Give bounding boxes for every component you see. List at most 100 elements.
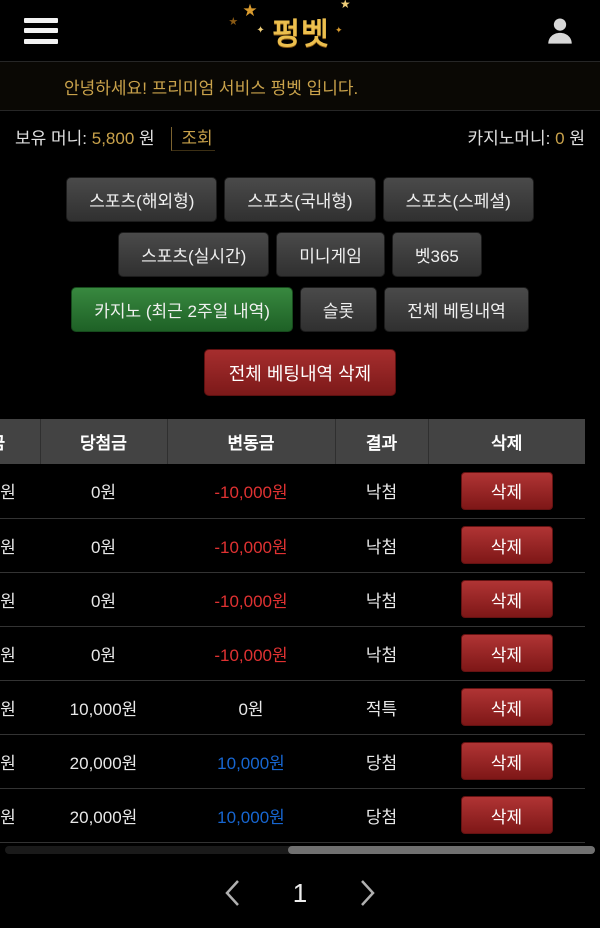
table-header-row: 베팅금 당첨금 변동금 결과 삭제 xyxy=(0,419,585,464)
win-cell: 0원 xyxy=(40,572,167,627)
top-bar: ★ ✦ ★ ✦ ★ 펑벳 xyxy=(0,0,600,62)
all-betting-history-button[interactable]: 전체 베팅내역 xyxy=(384,287,529,332)
col-change-amount: 변동금 xyxy=(166,419,335,464)
delete-row-button[interactable]: 삭제 xyxy=(460,526,553,564)
change-cell: -10,000원 xyxy=(167,464,335,519)
win-cell: 0원 xyxy=(40,464,167,519)
table-row: 10,000원 0원 -10,000원 낙첨 삭제 xyxy=(0,518,585,573)
welcome-text: 안녕하세요! 프리미엄 서비스 펑벳 입니다. xyxy=(64,78,359,98)
minigame-button[interactable]: 미니게임 xyxy=(276,232,385,277)
delete-row-button[interactable]: 삭제 xyxy=(460,580,553,618)
betting-history-table-viewport[interactable]: 베팅금 당첨금 변동금 결과 삭제 10,000원 0원 -10,000원 낙첨… xyxy=(0,419,585,843)
bet-cell: 10,000원 xyxy=(0,680,40,735)
table-row: 10,000원 20,000원 10,000원 당첨 삭제 xyxy=(0,734,585,789)
sports-live-button[interactable]: 스포츠(실시간) xyxy=(118,232,270,277)
hamburger-menu-icon[interactable] xyxy=(24,17,58,44)
result-cell: 당첨 xyxy=(335,734,428,789)
prev-page-icon[interactable] xyxy=(224,879,241,907)
casino-history-button[interactable]: 카지노 (최근 2주일 내역) xyxy=(71,287,293,332)
bet-cell: 10,000원 xyxy=(0,464,40,519)
bet-cell: 10,000원 xyxy=(0,734,40,789)
site-logo[interactable]: ★ ✦ ★ ✦ ★ 펑벳 xyxy=(228,0,350,53)
result-cell: 낙첨 xyxy=(335,518,428,573)
win-cell: 10,000원 xyxy=(40,680,167,735)
star-icon: ★ xyxy=(242,0,259,20)
delete-cell: 삭제 xyxy=(428,680,585,735)
table-row: 10,000원 10,000원 0원 적특 삭제 xyxy=(0,680,585,735)
win-cell: 20,000원 xyxy=(40,788,167,843)
change-value: 10,000원 xyxy=(217,753,285,773)
result-cell: 낙첨 xyxy=(335,572,428,627)
user-profile-icon[interactable] xyxy=(544,14,576,48)
sports-domestic-button[interactable]: 스포츠(국내형) xyxy=(224,177,376,222)
change-value: 10,000원 xyxy=(217,807,285,827)
bet365-button[interactable]: 벳365 xyxy=(391,232,482,277)
sports-special-button[interactable]: 스포츠(스페셜) xyxy=(382,177,534,222)
delete-row-button[interactable]: 삭제 xyxy=(460,471,553,510)
slot-button[interactable]: 슬롯 xyxy=(299,287,378,332)
delete-row-button[interactable]: 삭제 xyxy=(460,796,553,834)
change-value: -10,000원 xyxy=(214,483,288,503)
delete-all-wrap: 전체 베팅내역 삭제 xyxy=(0,349,600,396)
win-cell: 20,000원 xyxy=(40,734,167,789)
menu-row-3: 카지노 (최근 2주일 내역) 슬롯 전체 베팅내역 xyxy=(0,287,600,332)
change-value: -10,000원 xyxy=(214,591,288,611)
logo-text: 펑벳 xyxy=(272,17,330,51)
menu-row-1: 스포츠(해외형) 스포츠(국내형) 스포츠(스페셜) xyxy=(0,177,600,222)
col-result: 결과 xyxy=(334,419,428,464)
win-cell: 0원 xyxy=(40,626,167,681)
result-cell: 낙첨 xyxy=(335,626,428,681)
held-money-amount: 5,800 xyxy=(91,128,135,148)
col-bet-amount: 베팅금 xyxy=(0,419,40,464)
held-money-unit: 원 xyxy=(139,128,155,148)
table-row: 10,000원 0원 -10,000원 낙첨 삭제 xyxy=(0,464,585,519)
inquiry-link[interactable]: 조회 xyxy=(171,126,215,151)
horizontal-scrollbar-thumb[interactable] xyxy=(288,845,595,854)
result-cell: 낙첨 xyxy=(335,464,428,519)
table-row: 10,000원 0원 -10,000원 낙첨 삭제 xyxy=(0,626,585,681)
delete-cell: 삭제 xyxy=(428,626,585,681)
sports-overseas-button[interactable]: 스포츠(해외형) xyxy=(66,177,218,222)
delete-row-button[interactable]: 삭제 xyxy=(460,742,553,780)
result-cell: 적특 xyxy=(335,680,428,735)
change-cell: 10,000원 xyxy=(167,734,335,789)
table-row: 10,000원 20,000원 10,000원 당첨 삭제 xyxy=(0,788,585,843)
change-value: -10,000원 xyxy=(214,645,288,665)
bet-cell: 10,000원 xyxy=(0,518,40,573)
delete-cell: 삭제 xyxy=(428,464,585,519)
balance-bar: 보유 머니: 5,800 원 조회 카지노머니: 0 원 xyxy=(0,111,600,161)
delete-row-button[interactable]: 삭제 xyxy=(460,688,553,726)
star-icon: ✦ xyxy=(335,24,344,35)
change-value: -10,000원 xyxy=(214,537,288,557)
star-icon: ★ xyxy=(228,15,240,28)
win-cell: 0원 xyxy=(40,518,167,573)
col-delete: 삭제 xyxy=(427,419,585,464)
delete-cell: 삭제 xyxy=(428,518,585,573)
betting-history-table: 베팅금 당첨금 변동금 결과 삭제 10,000원 0원 -10,000원 낙첨… xyxy=(0,419,585,843)
result-cell: 당첨 xyxy=(335,788,428,843)
change-cell: 10,000원 xyxy=(167,788,335,843)
bet-cell: 10,000원 xyxy=(0,788,40,843)
delete-row-button[interactable]: 삭제 xyxy=(460,634,553,672)
delete-cell: 삭제 xyxy=(428,734,585,789)
casino-money-label: 카지노머니: xyxy=(467,128,551,148)
star-icon: ✦ xyxy=(256,24,266,36)
pagination: 1 xyxy=(0,878,600,909)
casino-money-unit: 원 xyxy=(569,128,585,148)
menu-buttons: 스포츠(해외형) 스포츠(국내형) 스포츠(스페셜) 스포츠(실시간) 미니게임… xyxy=(0,177,600,332)
change-value: 0원 xyxy=(238,699,264,719)
next-page-icon[interactable] xyxy=(359,879,376,907)
held-money-label: 보유 머니: xyxy=(15,128,88,148)
change-cell: -10,000원 xyxy=(167,572,335,627)
delete-cell: 삭제 xyxy=(428,572,585,627)
delete-all-history-button[interactable]: 전체 베팅내역 삭제 xyxy=(203,349,397,396)
casino-money-amount: 0 xyxy=(555,128,565,148)
horizontal-scrollbar-track[interactable] xyxy=(5,845,595,854)
change-cell: 0원 xyxy=(167,680,335,735)
bet-cell: 10,000원 xyxy=(0,572,40,627)
casino-money: 카지노머니: 0 원 xyxy=(467,124,585,149)
bet-cell: 10,000원 xyxy=(0,626,40,681)
current-page-number[interactable]: 1 xyxy=(292,877,308,908)
menu-row-2: 스포츠(실시간) 미니게임 벳365 xyxy=(0,232,600,277)
